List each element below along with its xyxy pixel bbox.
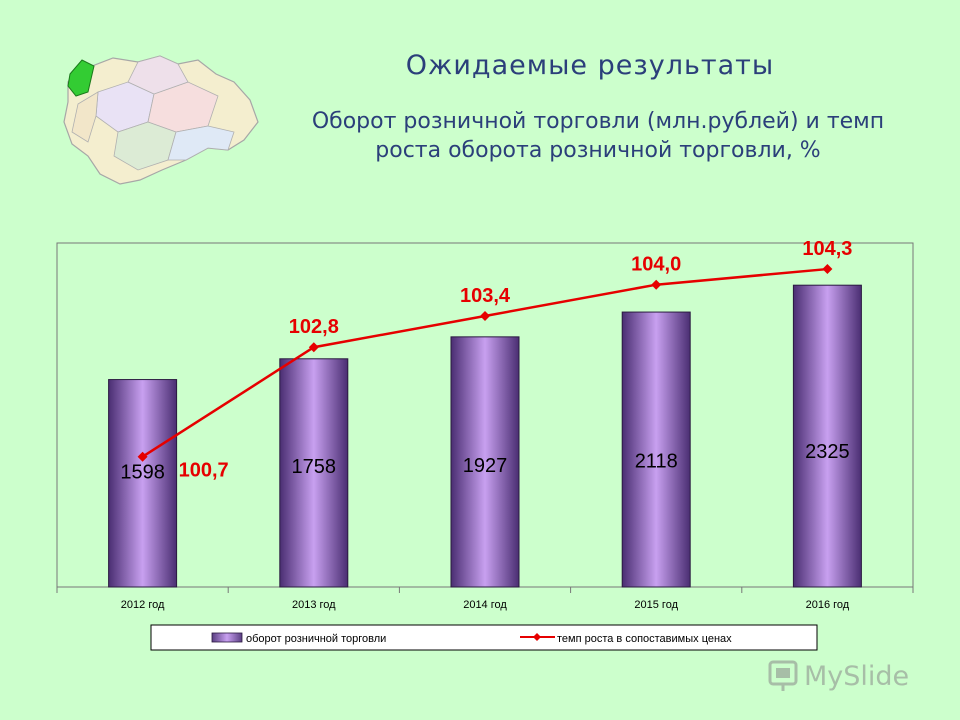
growth-rate-label: 103,4 bbox=[460, 285, 511, 307]
bar bbox=[792, 284, 862, 588]
growth-rate-label: 100,7 bbox=[179, 460, 229, 482]
legend-bar-swatch bbox=[211, 632, 243, 643]
bar bbox=[108, 379, 178, 588]
growth-rate-label: 104,0 bbox=[631, 254, 681, 276]
growth-rate-marker bbox=[480, 310, 490, 321]
growth-rate-marker bbox=[651, 279, 662, 290]
region-map-icon bbox=[63, 55, 259, 185]
bar-value-label: 2325 bbox=[805, 441, 850, 463]
watermark-text: MySlide bbox=[804, 661, 909, 692]
x-tick-label: 2013 год bbox=[292, 599, 336, 611]
x-tick-label: 2012 год bbox=[121, 599, 165, 611]
legend-bar-label: оборот розничной торговли bbox=[246, 633, 386, 645]
legend-line-label: темп роста в сопоставимых ценах bbox=[557, 633, 732, 645]
growth-rate-label: 104,3 bbox=[802, 238, 852, 260]
bar bbox=[279, 358, 349, 588]
legend-box bbox=[150, 624, 818, 651]
growth-rate-label: 102,8 bbox=[289, 316, 339, 338]
legend-line-marker bbox=[533, 633, 541, 641]
growth-rate-marker bbox=[822, 264, 833, 275]
growth-rate-marker bbox=[308, 342, 319, 353]
page-subtitle: Оборот розничной торговли (млн.рублей) и… bbox=[311, 109, 885, 163]
bar-value-label: 1758 bbox=[292, 456, 337, 478]
x-tick-label: 2016 год bbox=[806, 599, 850, 611]
bar-value-label: 2118 bbox=[635, 451, 678, 473]
bar bbox=[621, 311, 691, 588]
x-tick-label: 2015 год bbox=[634, 599, 678, 611]
growth-rate-marker bbox=[137, 451, 148, 462]
myslide-logo-icon: MySlide bbox=[768, 660, 909, 692]
page-title: Ожидаемые результаты bbox=[405, 50, 775, 81]
bar-value-label: 1927 bbox=[463, 455, 508, 477]
bar bbox=[450, 336, 520, 588]
bar-value-label: 1598 bbox=[120, 461, 165, 483]
x-tick-label: 2014 год bbox=[463, 599, 507, 611]
